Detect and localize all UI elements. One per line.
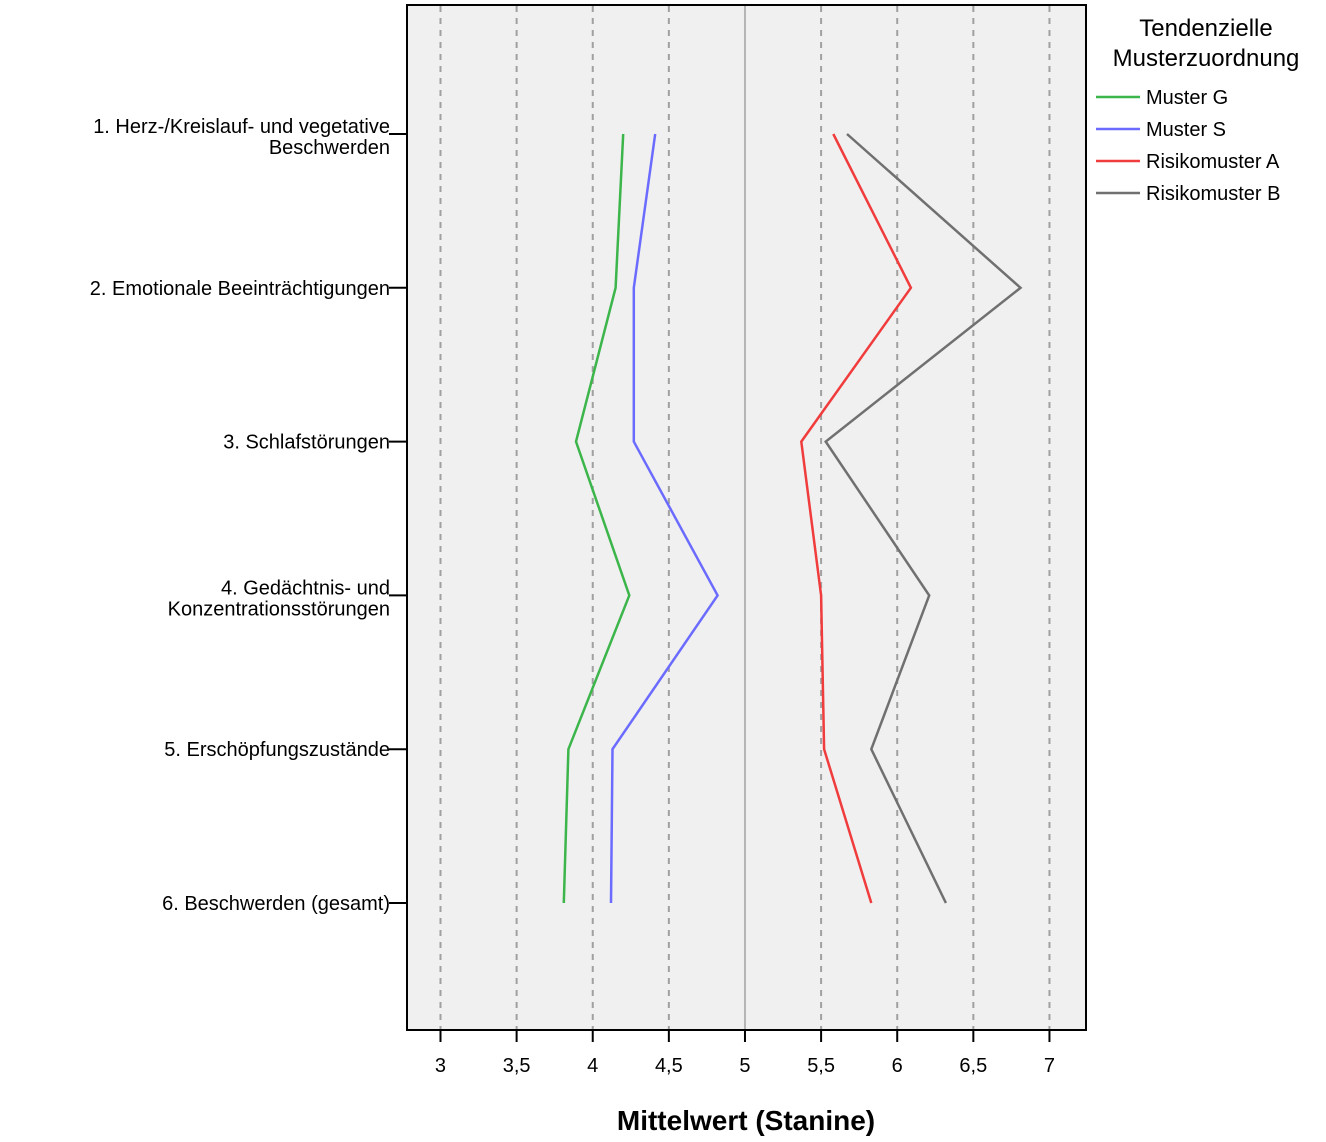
x-tick-label-1: 3,5 — [503, 1055, 531, 1077]
y-axis: 1. Herz-/Kreislauf- und vegetative Beschw… — [90, 116, 407, 915]
series-lines — [562, 133, 1023, 904]
x-axis: 3 3,5 4 4,5 5 5,5 6 6,5 7 — [435, 1030, 1055, 1077]
x-axis-title: Mittelwert (Stanine) — [617, 1105, 875, 1136]
legend-title-line-2: Musterzuordnung — [1113, 45, 1300, 72]
category-label-6: 6. Beschwerden (gesamt) — [162, 893, 390, 915]
legend-label-2: Muster S — [1146, 119, 1226, 141]
grid-lines — [439, 6, 1051, 1029]
x-tick-label-0: 3 — [435, 1055, 446, 1077]
x-tick-label-7: 6,5 — [959, 1055, 987, 1077]
x-tick-label-8: 7 — [1044, 1055, 1055, 1077]
x-tick-label-2: 4 — [587, 1055, 598, 1077]
series-line-muster-s — [609, 133, 720, 904]
x-tick-label-3: 4,5 — [655, 1055, 683, 1077]
legend-label-4: Risikomuster B — [1146, 183, 1280, 205]
category-label-1: 1. Herz-/Kreislauf- und vegetative Beschw… — [93, 116, 390, 159]
category-label-4: 4. Gedächtnis- und Konzentrationsstörunge… — [168, 577, 390, 620]
x-tick-label-4: 5 — [739, 1055, 750, 1077]
legend-title-line-1: Tendenzielle — [1139, 15, 1272, 42]
legend: Tendenzielle Musterzuordnung Muster G Muste… — [1096, 15, 1299, 205]
series-line-risikomuster-a — [799, 133, 913, 904]
legend-label-3: Risikomuster A — [1146, 151, 1280, 173]
category-label-3: 3. Schlafstörungen — [223, 432, 390, 454]
plot-background — [406, 4, 1087, 1031]
x-tick-label-5: 5,5 — [807, 1055, 835, 1077]
series-line-risikomuster-b — [824, 133, 1023, 904]
category-label-2: 2. Emotionale Beeinträchtigungen — [90, 278, 390, 300]
x-tick-label-6: 6 — [892, 1055, 903, 1077]
category-label-5: 5. Erschöpfungszustände — [164, 739, 390, 761]
legend-label-1: Muster G — [1146, 87, 1228, 109]
series-line-muster-g — [562, 133, 631, 904]
